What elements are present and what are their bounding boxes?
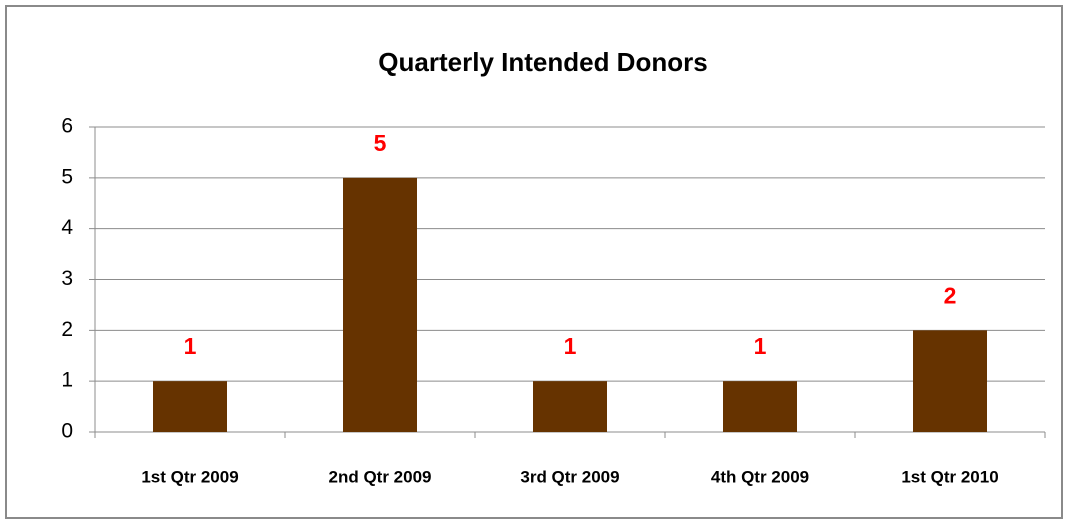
y-tick-label: 0 [61,420,73,443]
y-tick-label: 2 [61,318,73,341]
data-label: 1 [564,333,577,359]
data-label: 1 [184,333,197,359]
y-tick-label: 5 [61,165,73,188]
x-tick-label: 2nd Qtr 2009 [329,467,432,486]
data-label: 2 [944,282,957,308]
y-tick-label: 4 [61,216,73,239]
x-tick-label: 1st Qtr 2009 [141,467,238,486]
data-label: 5 [374,130,387,156]
y-tick-label: 3 [61,267,73,290]
bar [913,330,987,432]
bar [723,381,797,432]
chart-border [5,5,1063,519]
chart-title: Quarterly Intended Donors [378,47,707,77]
bar [343,177,417,432]
y-tick-label: 1 [61,369,73,392]
bar [533,381,607,432]
x-tick-label: 1st Qtr 2010 [901,467,998,486]
bar [153,381,227,432]
data-label: 1 [754,333,767,359]
x-tick-label: 4th Qtr 2009 [711,467,809,486]
x-tick-label: 3rd Qtr 2009 [520,467,619,486]
y-tick-label: 6 [61,115,73,138]
